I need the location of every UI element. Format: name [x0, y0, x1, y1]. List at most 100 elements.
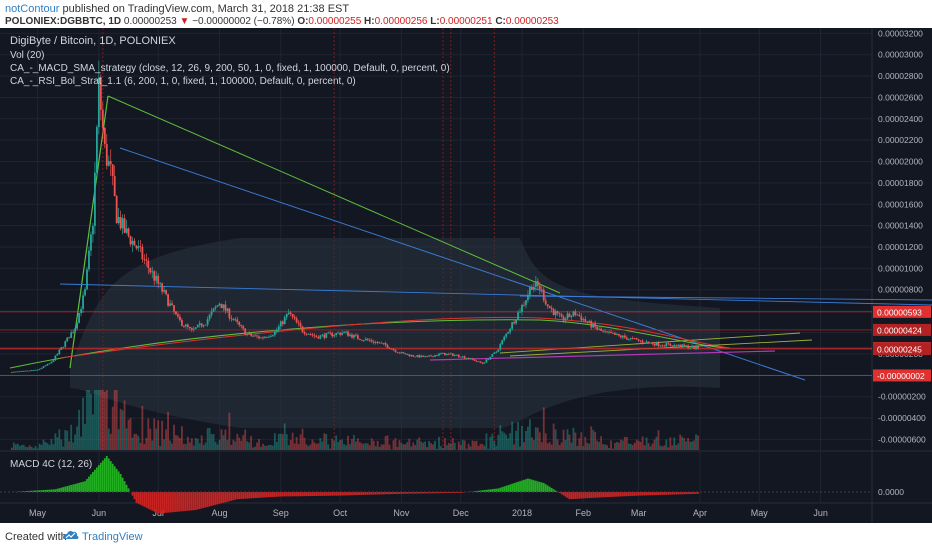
x-tick-label: Jun [92, 508, 107, 518]
tradingview-link[interactable]: TradingView [82, 531, 143, 543]
macd-bar [313, 492, 316, 496]
candle-body [224, 304, 227, 311]
chart-svg[interactable]: MayJunJulAugSepOctNovDec2018FebMarAprMay… [0, 28, 932, 523]
volume-bar [677, 443, 680, 450]
candle-body [360, 339, 363, 341]
candle-body [616, 333, 618, 335]
macd-bar [212, 492, 215, 506]
volume-bar [556, 439, 559, 450]
candle-body [562, 316, 565, 321]
macd-bar [311, 492, 314, 497]
candle-body [647, 341, 650, 343]
volume-bar [501, 431, 504, 450]
volume-bar [80, 436, 82, 450]
volume-bar [230, 444, 233, 450]
candle-body [538, 285, 541, 290]
candle-body [26, 370, 29, 372]
candle-body [307, 334, 310, 335]
volume-bar [521, 425, 523, 450]
volume-bar [105, 390, 108, 450]
candle-body [325, 333, 328, 338]
rsi-strategy-legend[interactable]: CA_-_RSI_Bol_Strat_1.1 (6, 200, 1, 0, fi… [10, 76, 356, 87]
macd-bar [323, 492, 326, 496]
macd4c-legend[interactable]: MACD 4C (12, 26) [10, 459, 93, 470]
candle-body [269, 335, 272, 337]
candle-body [38, 368, 41, 370]
volume-bar [374, 446, 377, 450]
macd-bar [50, 489, 53, 492]
macd-bar [697, 492, 699, 494]
volume-bar [238, 437, 241, 450]
volume-bar [540, 442, 543, 450]
chart-canvas[interactable]: MayJunJulAugSepOctNovDec2018FebMarAprMay… [0, 28, 932, 523]
macd-bar [438, 492, 440, 494]
macd-bar [285, 492, 288, 497]
candle-body [242, 326, 245, 329]
candle-body [445, 353, 448, 356]
candle-body [449, 353, 452, 355]
volume-bar [214, 441, 217, 450]
price-label-bg [873, 343, 931, 356]
candle-body [633, 338, 636, 339]
volume-bar [619, 439, 622, 450]
volume-bar [281, 434, 284, 450]
candle-body [580, 316, 583, 321]
author-link[interactable]: notContour [5, 3, 60, 15]
candle-body [323, 334, 326, 338]
macd-bar [287, 492, 290, 497]
macd-bar [657, 492, 660, 495]
volume-legend[interactable]: Vol (20) [10, 50, 45, 61]
volume-bar [657, 430, 660, 450]
macd-bar [202, 492, 205, 508]
candle-body [40, 367, 43, 369]
volume-bar [319, 438, 322, 450]
macd-bar [232, 492, 235, 501]
volume-bar [416, 439, 419, 450]
candle-body [639, 340, 642, 342]
macd-bar [351, 492, 353, 496]
close-value: 0.00000253 [505, 16, 559, 27]
volume-bar [349, 444, 351, 450]
macd-bar [542, 483, 545, 492]
candle-body [192, 328, 195, 330]
volume-bar [679, 434, 682, 450]
candle-body [669, 344, 672, 346]
macd-bar [277, 492, 280, 497]
macd-bar [279, 492, 282, 497]
macd-bar [457, 492, 460, 493]
candle-body [398, 352, 401, 354]
candle-body [653, 344, 656, 346]
macd-strategy-legend[interactable]: CA_-_MACD_SMA_strategy (close, 12, 26, 9… [10, 63, 450, 74]
macd-bar [319, 492, 322, 496]
macd-bar [689, 492, 691, 495]
macd-bar [635, 492, 638, 496]
macd-bar [66, 486, 69, 492]
candle-body [546, 304, 549, 307]
candle-body [695, 346, 697, 349]
price-label: 0.00000245 [877, 345, 922, 355]
candle-body [179, 316, 181, 321]
volume-bar [301, 428, 304, 450]
macd-bar [113, 466, 116, 492]
volume-bar [66, 430, 69, 450]
volume-bar [689, 441, 691, 450]
candle-body [297, 322, 300, 324]
volume-bar [58, 429, 61, 450]
volume-bar [20, 445, 23, 450]
macd-bar [501, 487, 504, 492]
macd-bar [94, 469, 96, 492]
macd-bar [101, 460, 104, 492]
candle-body [90, 234, 92, 251]
macd-bar [119, 474, 122, 492]
macd-bar [356, 492, 359, 496]
candle-body [505, 333, 508, 337]
candle-body [432, 356, 434, 358]
candle-body [133, 240, 136, 246]
volume-bar [14, 444, 17, 450]
macd-bar [625, 492, 628, 497]
candle-body [414, 356, 417, 358]
candle-body [461, 356, 464, 358]
macd-bar [36, 490, 39, 492]
macd-bar [329, 492, 332, 496]
candle-body [588, 321, 591, 323]
